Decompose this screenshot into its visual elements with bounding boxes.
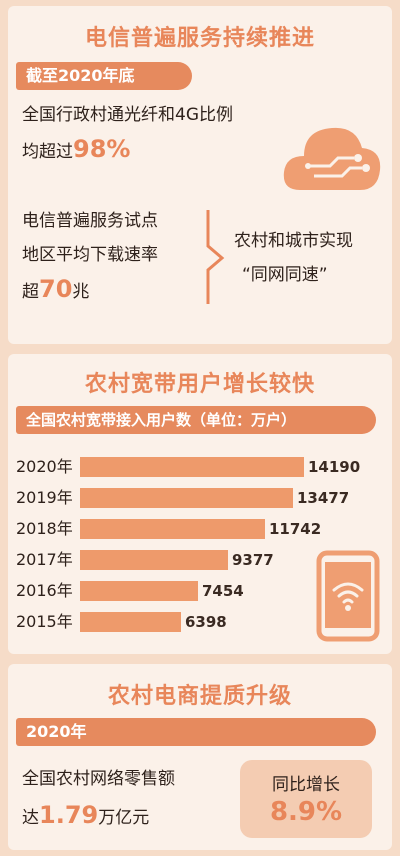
bar-label: 2020年 <box>16 457 73 476</box>
result-line2: “同网同速” <box>242 265 328 285</box>
section-title: 农村电商提质升级 <box>107 684 292 709</box>
sales-line1: 全国农村网络零售额 <box>22 769 175 789</box>
pilot-suffix: 兆 <box>72 282 90 302</box>
fiber-text-line1: 全国行政村通光纤和4G比例 <box>22 105 233 125</box>
bar-label: 2017年 <box>16 550 73 569</box>
panel-ecommerce: 农村电商提质升级 2020年 全国农村网络零售额 达1.79万亿元 同比增长 8… <box>8 664 392 850</box>
year-banner: 2020年 <box>16 718 376 746</box>
sales-suffix: 万亿元 <box>98 808 150 828</box>
cloud-circuit-icon <box>283 127 381 190</box>
bar-label: 2019年 <box>16 488 73 507</box>
bar-label: 2015年 <box>16 612 73 631</box>
growth-value: 8.9% <box>269 797 343 827</box>
section-title: 电信普遍服务持续推进 <box>84 26 315 51</box>
pilot-line3: 超70兆 <box>22 274 89 307</box>
bar-value-label: 7454 <box>202 582 244 600</box>
bar-value-label: 13477 <box>297 489 350 507</box>
bar-label: 2018年 <box>16 519 73 538</box>
bar-label: 2016年 <box>16 581 73 600</box>
bar <box>80 612 181 632</box>
bar <box>80 519 265 539</box>
bar <box>80 550 228 570</box>
sales-prefix: 达 <box>22 808 39 828</box>
panel-universal-service: 电信普遍服务持续推进 截至2020年底 全国行政村通光纤和4G比例 均超过98%… <box>8 6 392 344</box>
sales-value: 1.79 <box>39 801 99 829</box>
fiber-text-prefix: 均超过 <box>22 142 73 162</box>
bar-value-label: 6398 <box>185 613 227 631</box>
bar <box>80 488 293 508</box>
date-banner: 截至2020年底 <box>16 62 192 90</box>
smartphone-wifi-icon <box>316 550 380 642</box>
pilot-line2: 地区平均下载速率 <box>22 245 158 265</box>
growth-box: 同比增长 8.9% <box>240 760 372 838</box>
fiber-text-line2: 均超过98% <box>22 134 130 167</box>
bar-value-label: 14190 <box>308 458 361 476</box>
result-line1: 农村和城市实现 <box>234 231 353 251</box>
chevron-right-icon <box>206 210 225 304</box>
bar-value-label: 11742 <box>269 520 322 538</box>
fiber-value: 98% <box>73 135 131 163</box>
bar-value-label: 9377 <box>232 551 274 569</box>
panel-broadband: 农村宽带用户增长较快 全国农村宽带接入用户数（单位：万户） 2020年 14190… <box>8 354 392 654</box>
section-title: 农村宽带用户增长较快 <box>84 372 315 397</box>
bar <box>80 457 304 477</box>
growth-label: 同比增长 <box>272 775 340 795</box>
sales-line2: 达1.79万亿元 <box>22 800 149 833</box>
bar <box>80 581 198 601</box>
pilot-line1: 电信普遍服务试点 <box>22 211 158 231</box>
bar-chart: 2020年 14190 2019年 13477 2018年 11742 2017年 9377 2… <box>8 454 392 644</box>
chart-banner: 全国农村宽带接入用户数（单位：万户） <box>16 406 376 434</box>
pilot-prefix: 超 <box>22 282 39 302</box>
pilot-value: 70 <box>39 275 73 303</box>
